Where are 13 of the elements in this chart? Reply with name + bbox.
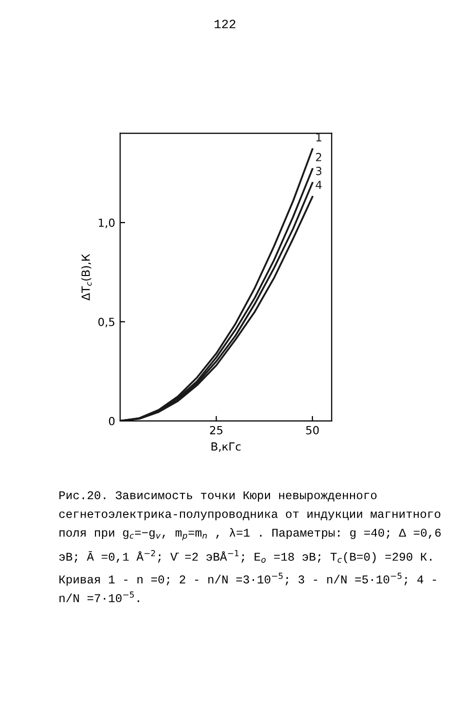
series-label: 2 [316,152,322,162]
text: Рис.20. Зависимость точки Кюри невырожденного сегнетоэлектрика-полупроводника от индукции магнитного поля при g$_{c}$=−g$_{v}$, m$_{p}$=m$_{n}$ , λ=1 . Параметры: g =40; Δ =0,6 эВ; Ā =0,1 Å$^{−2}$; V̄ =2 эВÅ$^{−1}$; E$_{o}$ =18 эВ; T$_{c}$(B=0) =290 К. Кривая 1 - n =0; 2 - n/N =3·10$^{−5}$; 3 - n/N =5·10$^{−5}$; 4 - n/N =7·10$^{−5}$. [59,491,441,602]
x-tick-label: 50 [306,426,319,434]
y-tick-label: 1,0 [98,218,115,228]
series-label: 1 [316,133,322,142]
x-tick-label: 25 [210,426,222,434]
y-tick-label: 0 [108,416,115,426]
series-label: 3 [316,166,322,176]
series-label: 4 [316,180,322,189]
y-tick-label: 0,5 [98,318,114,328]
y-axis-title: ΔT$_{c}$(B),К [81,254,92,300]
text: 122 [214,20,236,28]
x-axis-title: B,кГс [212,442,241,452]
